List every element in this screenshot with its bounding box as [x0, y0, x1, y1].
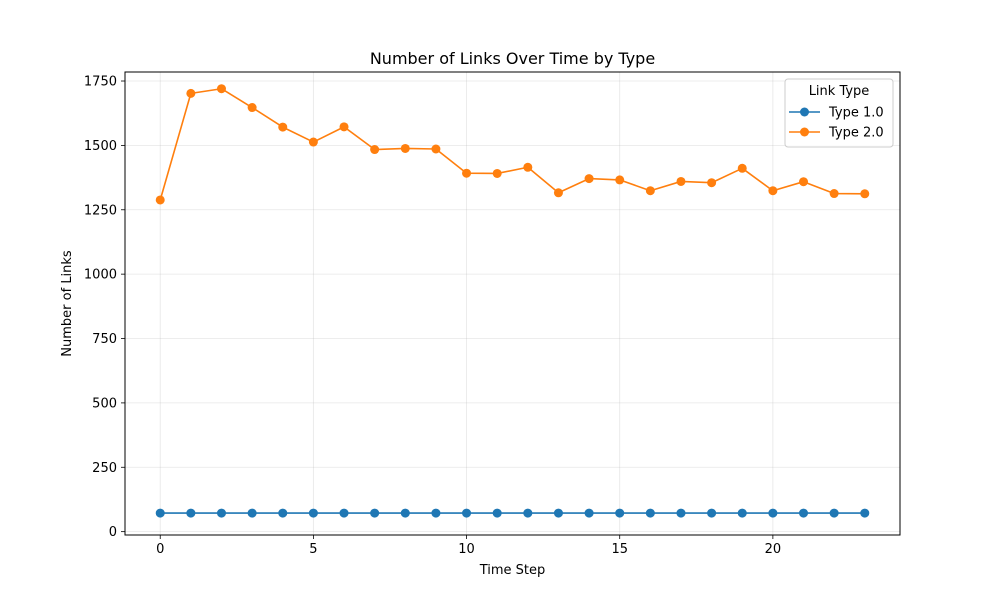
data-point	[676, 176, 686, 186]
data-point	[216, 84, 226, 94]
data-point	[584, 174, 594, 184]
axis-ticks: 0 5 10 15 20 0 250 500 750 1000 1250 1500 1750	[84, 75, 781, 557]
chart-title: Number of Links Over Time by Type	[370, 49, 655, 68]
legend-label-type-2: Type 2.0	[828, 126, 884, 141]
data-point	[645, 508, 655, 518]
y-tick-label: 250	[92, 461, 117, 476]
data-point	[615, 175, 625, 185]
data-point	[216, 508, 226, 518]
x-tick-label: 10	[458, 542, 475, 557]
data-point	[400, 143, 410, 153]
data-point	[860, 508, 870, 518]
series-type-2	[155, 84, 870, 205]
series-group	[155, 84, 870, 518]
data-point	[370, 508, 380, 518]
x-tick-label: 20	[765, 542, 782, 557]
data-point	[829, 508, 839, 518]
x-tick-label: 5	[309, 542, 317, 557]
y-tick-label: 500	[92, 396, 117, 411]
data-point	[308, 137, 318, 147]
data-point	[492, 508, 502, 518]
y-tick-label: 1000	[84, 268, 117, 283]
data-point	[278, 508, 288, 518]
legend-title: Link Type	[809, 84, 870, 99]
data-point	[339, 508, 349, 518]
data-point	[492, 168, 502, 178]
data-point	[186, 508, 196, 518]
series-line-type-2	[159, 87, 865, 201]
data-point	[370, 145, 380, 155]
legend: Link Type Type 1.0 Type 2.0	[784, 78, 894, 148]
grid	[125, 72, 900, 535]
data-point	[523, 162, 533, 172]
data-point	[768, 508, 778, 518]
y-axis-label: Number of Links	[60, 250, 75, 357]
data-point	[615, 508, 625, 518]
plot-frame	[124, 71, 901, 536]
legend-box	[784, 78, 894, 148]
legend-marker-type-2	[800, 127, 809, 137]
data-point	[676, 508, 686, 518]
data-point	[431, 144, 441, 154]
data-point	[186, 88, 196, 98]
data-point	[155, 508, 165, 518]
data-point	[462, 168, 472, 178]
data-point	[523, 508, 533, 518]
data-point	[799, 177, 809, 187]
data-point	[553, 508, 563, 518]
x-tick-label: 15	[611, 542, 628, 557]
data-point	[247, 508, 257, 518]
data-point	[431, 508, 441, 518]
data-point	[737, 508, 747, 518]
data-point	[707, 178, 717, 188]
x-tick-label: 0	[156, 542, 164, 557]
data-point	[799, 508, 809, 518]
data-point	[278, 122, 288, 132]
series-type-1	[155, 508, 870, 518]
data-point	[768, 186, 778, 196]
data-point	[339, 122, 349, 132]
data-point	[247, 103, 257, 113]
data-point	[645, 186, 655, 196]
data-point	[737, 163, 747, 173]
legend-marker-type-1	[800, 107, 809, 117]
y-tick-label: 0	[109, 525, 117, 540]
data-point	[308, 508, 318, 518]
y-tick-label: 1500	[84, 139, 117, 154]
data-point	[553, 188, 563, 198]
y-tick-label: 1750	[84, 75, 117, 90]
y-tick-label: 1250	[84, 203, 117, 218]
data-point	[400, 508, 410, 518]
x-axis-label: Time Step	[479, 563, 546, 578]
y-tick-label: 750	[92, 332, 117, 347]
data-point	[584, 508, 594, 518]
data-point	[155, 195, 165, 205]
data-point	[707, 508, 717, 518]
data-point	[462, 508, 472, 518]
data-point	[829, 189, 839, 199]
legend-label-type-1: Type 1.0	[828, 106, 884, 121]
data-point	[860, 189, 870, 199]
